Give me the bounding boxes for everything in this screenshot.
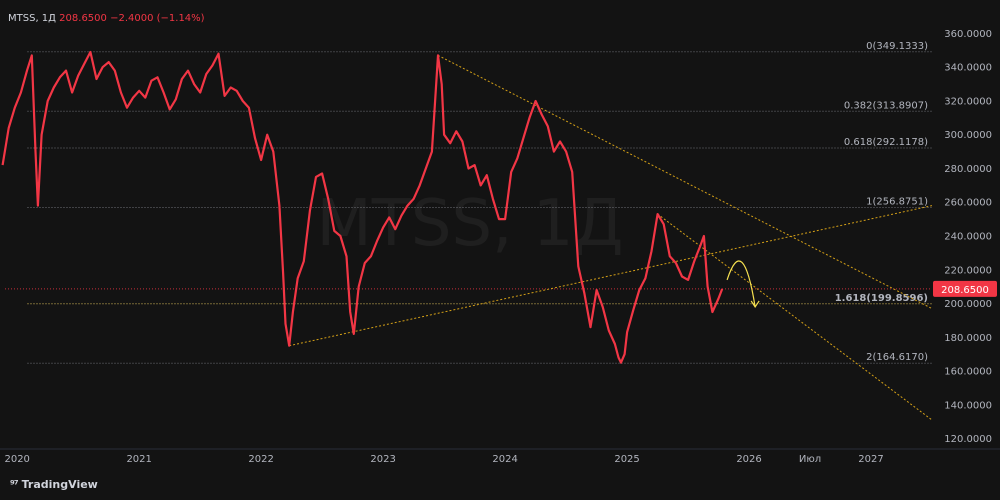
trend-line xyxy=(289,205,933,347)
y-tick-label: 360.0000 xyxy=(944,29,992,40)
y-tick-label: 340.0000 xyxy=(944,63,992,74)
fib-level-label: 0.618(292.1178) xyxy=(844,137,928,148)
symbol-interval: 1Д xyxy=(41,13,56,24)
y-tick-label: 200.0000 xyxy=(944,299,992,310)
trend-line xyxy=(437,54,933,310)
brand-footer[interactable]: ⁹⁷ TradingView xyxy=(10,478,98,491)
x-tick-label: 2023 xyxy=(370,454,395,465)
tradingview-logo-icon: ⁹⁷ xyxy=(10,478,19,491)
x-tick-label: 2020 xyxy=(4,454,29,465)
x-tick-label: 2022 xyxy=(248,454,273,465)
price-change: −2.4000 (−1.14%) xyxy=(110,13,205,24)
x-tick-label: 2024 xyxy=(492,454,517,465)
y-tick-label: 120.0000 xyxy=(944,434,992,445)
x-tick-label: 2021 xyxy=(126,454,151,465)
fib-level-label: 1(256.8751) xyxy=(866,197,928,208)
fib-level-label: 0(349.1333) xyxy=(866,41,928,52)
fib-level-label: 1.618(199.8596) xyxy=(835,293,928,304)
price-series-line xyxy=(1,50,724,364)
watermark: MTSS, 1Д xyxy=(317,187,624,261)
x-tick-label: 2027 xyxy=(858,454,883,465)
x-tick-label: 2025 xyxy=(614,454,639,465)
brand-name: TradingView xyxy=(21,478,98,491)
y-tick-label: 320.0000 xyxy=(944,96,992,107)
symbol-header: MTSS, 1Д 208.6500 −2.4000 (−1.14%) xyxy=(8,13,205,24)
trend-line xyxy=(657,213,933,421)
y-tick-label: 220.0000 xyxy=(944,265,992,276)
y-tick-label: 300.0000 xyxy=(944,130,992,141)
fib-level-label: 2(164.6170) xyxy=(866,352,928,363)
x-tick-label: 2026 xyxy=(736,454,761,465)
last-price: 208.6500 xyxy=(59,13,107,24)
y-tick-label: 240.0000 xyxy=(944,232,992,243)
y-tick-label: 160.0000 xyxy=(944,367,992,378)
projection-arrow-head xyxy=(750,300,760,308)
y-tick-label: 260.0000 xyxy=(944,198,992,209)
y-tick-label: 140.0000 xyxy=(944,400,992,411)
projection-arrow xyxy=(726,260,756,307)
x-tick-label: Июл xyxy=(799,454,821,465)
last-price-badge-label: 208.6500 xyxy=(941,285,989,296)
last-price-badge xyxy=(933,280,997,297)
y-tick-label: 280.0000 xyxy=(944,164,992,175)
y-tick-label: 180.0000 xyxy=(944,333,992,344)
symbol-name: MTSS xyxy=(8,13,36,24)
fib-level-label: 0.382(313.8907) xyxy=(844,100,928,111)
